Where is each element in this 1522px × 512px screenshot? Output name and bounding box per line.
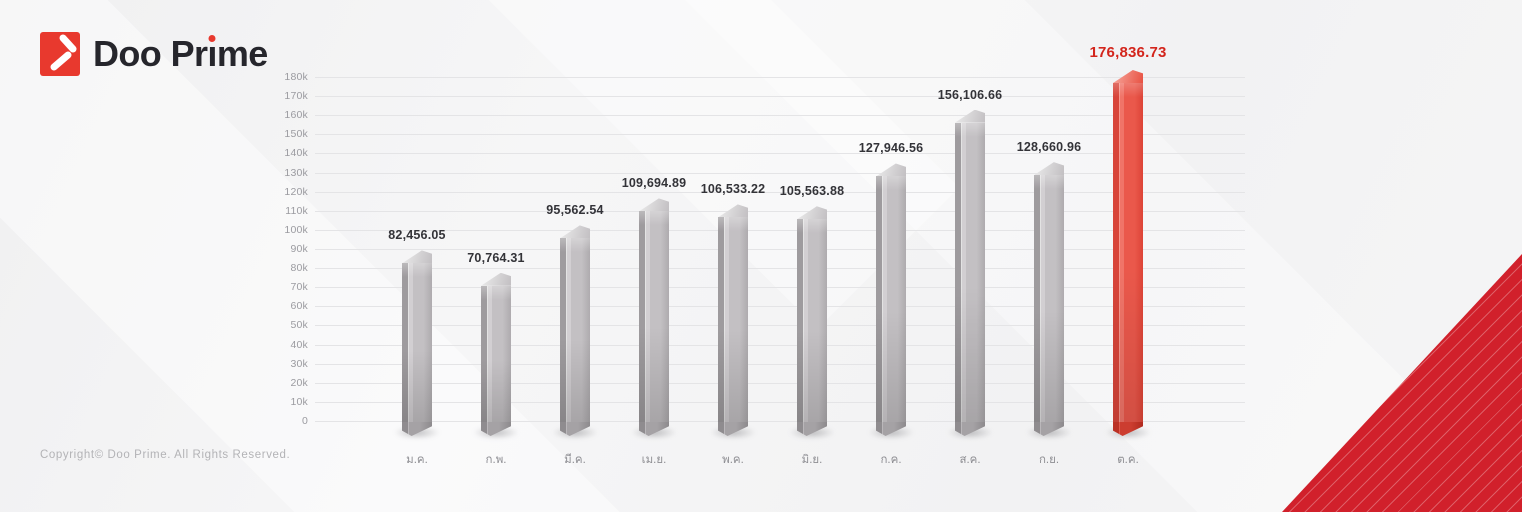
x-axis-month-label: ต.ค. <box>1117 454 1139 466</box>
y-axis-tick-label: 170k <box>284 90 308 103</box>
y-gridline <box>315 77 1245 78</box>
y-gridline <box>315 249 1245 250</box>
wordmark-part3: me <box>216 33 268 74</box>
bar-value-label: 127,946.56 <box>858 141 924 156</box>
bar-value-label: 106,533.22 <box>700 182 766 197</box>
bar-column <box>718 217 748 422</box>
bar-column <box>481 285 511 422</box>
y-axis-tick-label: 10k <box>290 395 308 408</box>
bar-value-label: 82,456.05 <box>388 228 446 243</box>
y-gridline <box>315 287 1245 289</box>
bar-column <box>560 238 590 422</box>
y-gridline <box>315 191 1245 193</box>
y-axis-tick-label: 90k <box>290 243 308 255</box>
x-axis-month-label: มี.ค. <box>564 454 586 466</box>
bar-column <box>1113 83 1143 422</box>
wordmark-i: ı <box>207 33 217 74</box>
bar-value-label: 156,106.66 <box>937 87 1003 102</box>
bar-column <box>876 176 906 422</box>
y-axis-tick-label: 80k <box>290 262 308 275</box>
y-gridline <box>315 344 1245 346</box>
y-gridline <box>315 96 1245 98</box>
y-axis-tick-label: 140k <box>284 147 308 160</box>
y-gridline <box>315 153 1245 155</box>
bar-top-face <box>1034 162 1064 176</box>
y-gridline <box>315 421 1245 422</box>
i-dot-accent <box>208 35 216 42</box>
bar-value-label: 109,694.89 <box>621 176 687 191</box>
y-axis-tick-label: 160k <box>284 109 308 122</box>
bar-value-label: 70,764.31 <box>467 250 525 265</box>
y-axis-tick-label: 180k <box>284 71 308 83</box>
y-axis-tick-label: 150k <box>284 128 308 141</box>
bar-top-face <box>876 163 906 177</box>
doo-prime-logo-icon <box>40 32 80 76</box>
y-axis-tick-label: 30k <box>290 357 308 370</box>
y-axis-tick-label: 50k <box>290 319 308 332</box>
y-axis-tick-label: 20k <box>290 376 308 389</box>
y-gridline <box>315 268 1245 270</box>
bar-column <box>797 219 827 422</box>
y-gridline <box>315 210 1245 212</box>
x-axis-month-label: ส.ค. <box>959 454 981 466</box>
x-axis-month-label: ก.ค. <box>880 454 902 466</box>
y-axis-tick-label: 60k <box>290 300 308 313</box>
x-axis-month-label: ม.ค. <box>406 454 428 466</box>
x-axis-month-label: ก.ย. <box>1038 454 1060 466</box>
y-gridline <box>315 115 1245 117</box>
x-axis-month-label: พ.ค. <box>722 454 744 466</box>
y-gridline <box>315 172 1245 174</box>
y-gridline <box>315 382 1245 384</box>
y-axis-tick-label: 110k <box>285 204 308 217</box>
y-gridline <box>315 306 1245 308</box>
bar-column <box>1034 175 1064 422</box>
x-axis-month-label: ก.พ. <box>485 454 507 466</box>
y-gridline <box>315 401 1245 403</box>
bar-top-face <box>560 225 590 239</box>
y-axis-tick-label: 0 <box>301 415 308 427</box>
y-gridline <box>315 134 1245 136</box>
bar-top-face <box>481 272 511 286</box>
y-gridline <box>315 229 1245 231</box>
brand-wordmark: Doo Prı me <box>93 32 268 76</box>
bar-value-label: 95,562.54 <box>546 203 604 218</box>
bar-top-face <box>797 206 827 220</box>
y-gridline <box>315 325 1245 327</box>
copyright-text: Copyright© Doo Prime. All Rights Reserve… <box>40 449 291 461</box>
bar-value-label: 128,660.96 <box>1016 140 1082 155</box>
wordmark-part1: Doo Pr <box>93 33 208 74</box>
y-axis-tick-label: 100k <box>284 223 308 236</box>
y-axis-tick-label: 70k <box>290 281 308 294</box>
bar-value-label: 105,563.88 <box>779 184 845 199</box>
brand-logo: Doo Prı me <box>40 32 268 76</box>
bar-value-label: 176,836.73 <box>1089 44 1167 62</box>
bar-column <box>402 263 432 422</box>
y-axis-tick-label: 120k <box>284 185 308 198</box>
x-axis-month-label: มิ.ย. <box>801 454 823 466</box>
bar-column <box>639 211 669 422</box>
bar-column <box>955 122 985 422</box>
x-axis-month-label: เม.ย. <box>641 454 667 466</box>
y-axis-tick-label: 130k <box>284 166 308 179</box>
monthly-volume-bar-chart: 180k 170k 160k 150k 140k 130k 120k 110k 100k 90k 8… <box>270 44 1245 482</box>
y-axis-tick-label: 40k <box>290 338 308 351</box>
y-gridline <box>315 363 1245 365</box>
